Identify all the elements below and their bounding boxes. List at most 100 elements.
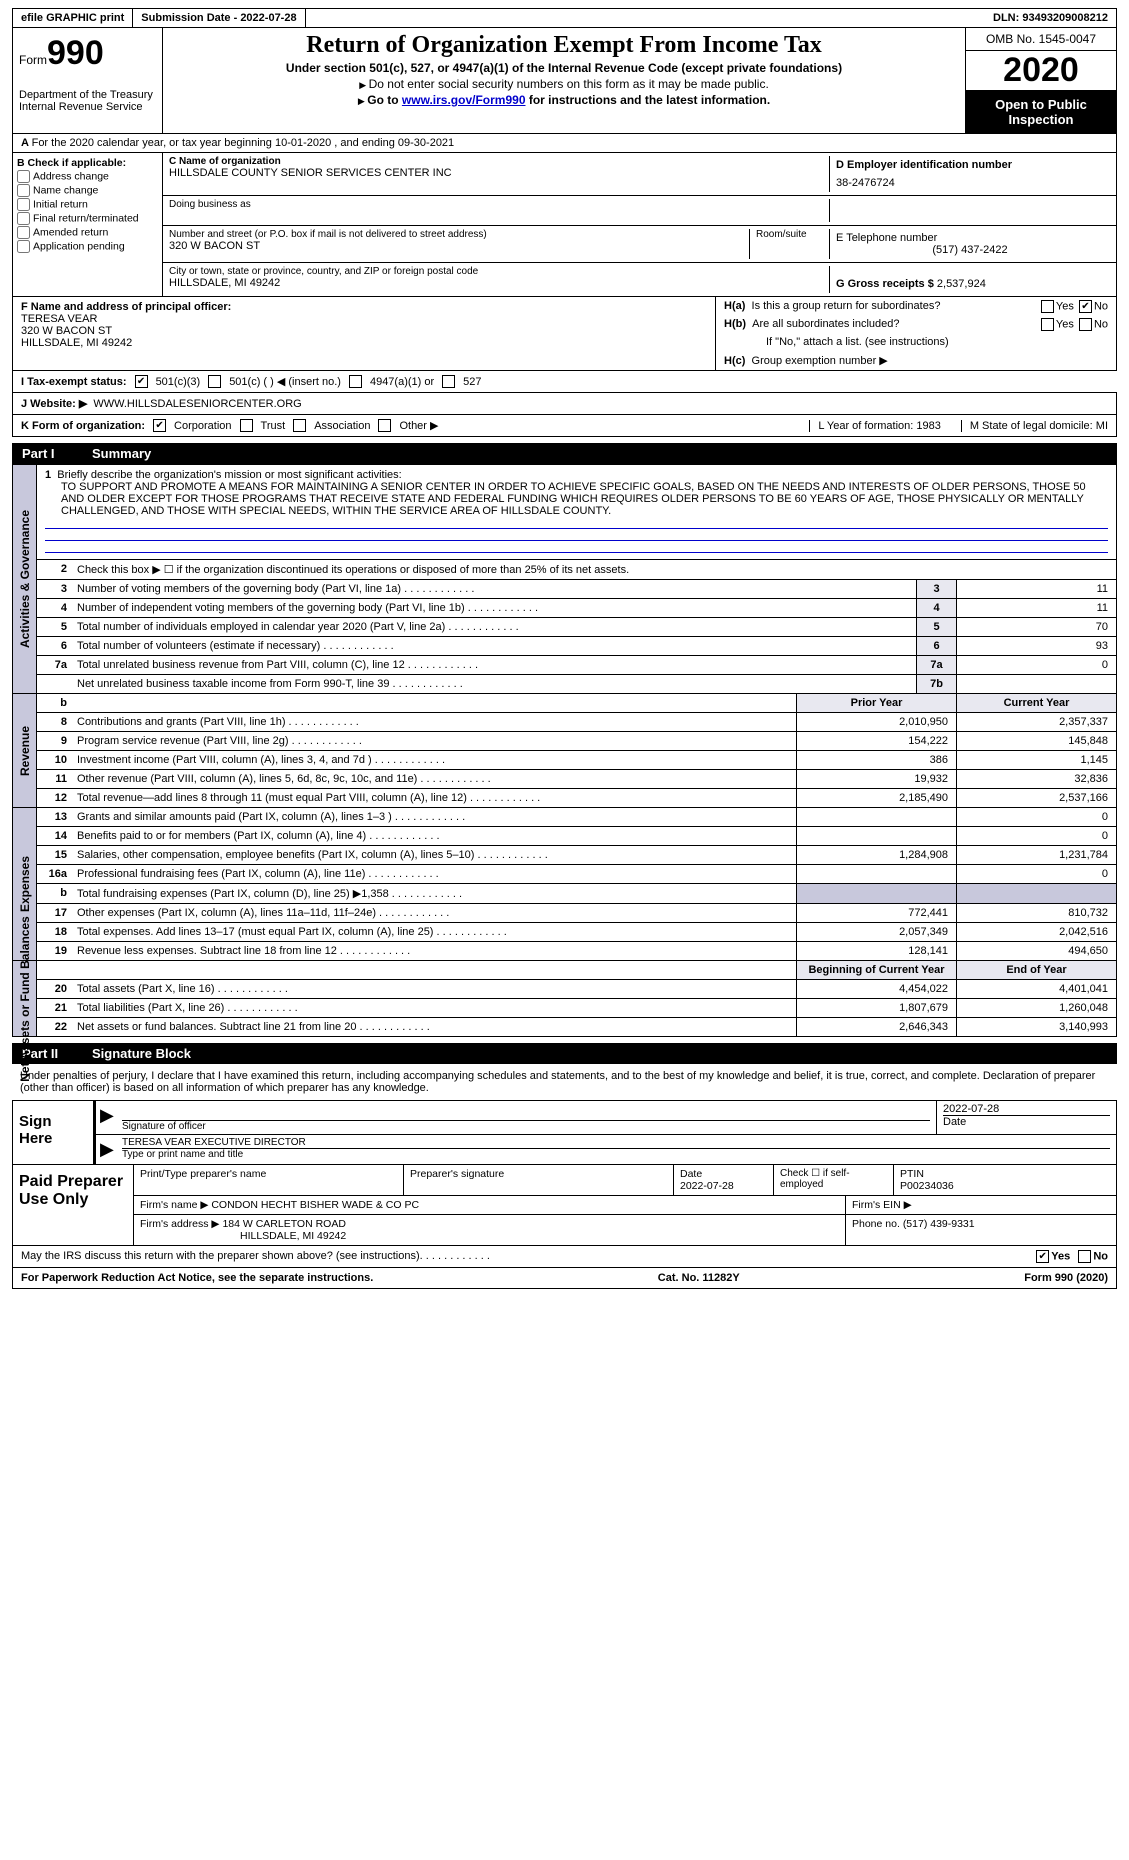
summary-line: 13Grants and similar amounts paid (Part … xyxy=(37,808,1116,827)
summary-line: 12Total revenue—add lines 8 through 11 (… xyxy=(37,789,1116,807)
form-label: Form xyxy=(19,53,47,67)
row-j-website: J Website: ▶ WWW.HILLSDALESENIORCENTER.O… xyxy=(12,393,1117,415)
chk-trust[interactable] xyxy=(240,419,253,432)
chk-corporation[interactable] xyxy=(153,419,166,432)
ha-no[interactable] xyxy=(1079,300,1092,313)
part-1-header: Part ISummary xyxy=(12,443,1117,464)
firm-addr2: HILLSDALE, MI 49242 xyxy=(140,1230,346,1242)
state-domicile: M State of legal domicile: MI xyxy=(961,420,1108,432)
firm-phone: (517) 439-9331 xyxy=(903,1218,975,1230)
form-title: Return of Organization Exempt From Incom… xyxy=(169,32,959,59)
summary-line: 3Number of voting members of the governi… xyxy=(37,580,1116,599)
chk-amended-return[interactable]: Amended return xyxy=(17,226,158,239)
summary-line: 19Revenue less expenses. Subtract line 1… xyxy=(37,942,1116,960)
row-i-tax-status: I Tax-exempt status: 501(c)(3) 501(c) ( … xyxy=(12,371,1117,393)
year-formation: L Year of formation: 1983 xyxy=(809,420,941,432)
firm-addr1: 184 W CARLETON ROAD xyxy=(222,1218,346,1230)
sig-date: 2022-07-28 xyxy=(943,1103,1110,1115)
gross-receipts-label: G Gross receipts $ xyxy=(836,278,934,290)
section-fgh: F Name and address of principal officer:… xyxy=(12,297,1117,371)
chk-final-return[interactable]: Final return/terminated xyxy=(17,212,158,225)
ha-yes[interactable] xyxy=(1041,300,1054,313)
chk-initial-return[interactable]: Initial return xyxy=(17,198,158,211)
efile-label: efile GRAPHIC print xyxy=(13,9,133,27)
summary-line: 15Salaries, other compensation, employee… xyxy=(37,846,1116,865)
city-state-zip: HILLSDALE, MI 49242 xyxy=(169,277,829,289)
dln: DLN: 93493209008212 xyxy=(985,9,1116,27)
discuss-row: May the IRS discuss this return with the… xyxy=(12,1246,1117,1268)
summary-line: bTotal fundraising expenses (Part IX, co… xyxy=(37,884,1116,904)
sig-arrow-icon-2: ▶ xyxy=(96,1135,116,1164)
sign-here-label: Sign Here xyxy=(13,1101,93,1164)
ein-label: D Employer identification number xyxy=(836,159,1012,171)
revenue-side-label: Revenue xyxy=(18,725,32,775)
summary-line: 10Investment income (Part VIII, column (… xyxy=(37,751,1116,770)
perjury-statement: Under penalties of perjury, I declare th… xyxy=(12,1064,1117,1100)
chk-association[interactable] xyxy=(293,419,306,432)
footer: For Paperwork Reduction Act Notice, see … xyxy=(12,1268,1117,1289)
discuss-no[interactable] xyxy=(1078,1250,1091,1263)
chk-address-change[interactable]: Address change xyxy=(17,170,158,183)
chk-501c[interactable] xyxy=(208,375,221,388)
subtitle-3: Go to www.irs.gov/Form990 for instructio… xyxy=(169,93,959,107)
chk-name-change[interactable]: Name change xyxy=(17,184,158,197)
signature-block: Sign Here ▶ Signature of officer 2022-07… xyxy=(12,1100,1117,1165)
subtitle-2: Do not enter social security numbers on … xyxy=(169,77,959,91)
summary-line: 21Total liabilities (Part X, line 26)1,8… xyxy=(37,999,1116,1018)
expenses-section: Expenses 13Grants and similar amounts pa… xyxy=(12,808,1117,961)
form-number: 990 xyxy=(47,34,104,72)
ptin: P00234036 xyxy=(900,1180,954,1192)
chk-501c3[interactable] xyxy=(135,375,148,388)
part-2-header: Part IISignature Block xyxy=(12,1043,1117,1064)
netassets-section: Net Assets or Fund Balances Beginning of… xyxy=(12,961,1117,1037)
form-header: Form990 Department of the Treasury Inter… xyxy=(12,28,1117,134)
topbar: efile GRAPHIC print Submission Date - 20… xyxy=(12,8,1117,28)
ein-value: 38-2476724 xyxy=(836,177,1104,189)
dba-label: Doing business as xyxy=(169,199,829,210)
phone-label: E Telephone number xyxy=(836,232,1104,244)
officer-print-name: TERESA VEAR EXECUTIVE DIRECTOR xyxy=(122,1137,1110,1149)
gross-receipts-value: 2,537,924 xyxy=(937,278,986,290)
open-inspection: Open to Public Inspection xyxy=(966,91,1116,133)
irs-link[interactable]: www.irs.gov/Form990 xyxy=(402,93,526,107)
summary-line: 6Total number of volunteers (estimate if… xyxy=(37,637,1116,656)
summary-line: 11Other revenue (Part VIII, column (A), … xyxy=(37,770,1116,789)
summary-line: 7aTotal unrelated business revenue from … xyxy=(37,656,1116,675)
firm-name: CONDON HECHT BISHER WADE & CO PC xyxy=(211,1199,419,1211)
cat-no: Cat. No. 11282Y xyxy=(658,1272,740,1284)
officer-city: HILLSDALE, MI 49242 xyxy=(21,337,707,349)
paid-preparer-label: Paid Preparer Use Only xyxy=(13,1165,133,1245)
chk-application-pending[interactable]: Application pending xyxy=(17,240,158,253)
form-version: Form 990 (2020) xyxy=(1024,1272,1108,1284)
summary-line: 8Contributions and grants (Part VIII, li… xyxy=(37,713,1116,732)
row-a-tax-year: A For the 2020 calendar year, or tax yea… xyxy=(12,134,1117,153)
row-k-form-org: K Form of organization: Corporation Trus… xyxy=(12,415,1117,437)
summary-line: 4Number of independent voting members of… xyxy=(37,599,1116,618)
tax-year: 2020 xyxy=(966,51,1116,91)
omb-number: OMB No. 1545-0047 xyxy=(966,28,1116,51)
summary-line: 18Total expenses. Add lines 13–17 (must … xyxy=(37,923,1116,942)
sig-arrow-icon: ▶ xyxy=(96,1101,116,1134)
hb-yes[interactable] xyxy=(1041,318,1054,331)
netassets-side-label: Net Assets or Fund Balances xyxy=(18,916,32,1082)
prep-date: 2022-07-28 xyxy=(680,1180,734,1192)
mission-text: TO SUPPORT AND PROMOTE A MEANS FOR MAINT… xyxy=(45,481,1108,517)
expenses-side-label: Expenses xyxy=(18,856,32,912)
chk-527[interactable] xyxy=(442,375,455,388)
activities-label: Activities & Governance xyxy=(18,510,32,648)
form-990-page: efile GRAPHIC print Submission Date - 20… xyxy=(0,0,1129,1297)
hb-no[interactable] xyxy=(1079,318,1092,331)
summary-line: 22Net assets or fund balances. Subtract … xyxy=(37,1018,1116,1036)
preparer-block: Paid Preparer Use Only Print/Type prepar… xyxy=(12,1165,1117,1246)
box-b: B Check if applicable: Address change Na… xyxy=(13,153,163,296)
chk-other[interactable] xyxy=(378,419,391,432)
submission-date: Submission Date - 2022-07-28 xyxy=(133,9,305,27)
website-url: WWW.HILLSDALESENIORCENTER.ORG xyxy=(93,398,301,410)
summary-line: 14Benefits paid to or for members (Part … xyxy=(37,827,1116,846)
subtitle-1: Under section 501(c), 527, or 4947(a)(1)… xyxy=(169,61,959,75)
street-address: 320 W BACON ST xyxy=(169,240,743,252)
chk-4947[interactable] xyxy=(349,375,362,388)
discuss-yes[interactable] xyxy=(1036,1250,1049,1263)
summary-line: 5Total number of individuals employed in… xyxy=(37,618,1116,637)
officer-name: TERESA VEAR xyxy=(21,313,707,325)
